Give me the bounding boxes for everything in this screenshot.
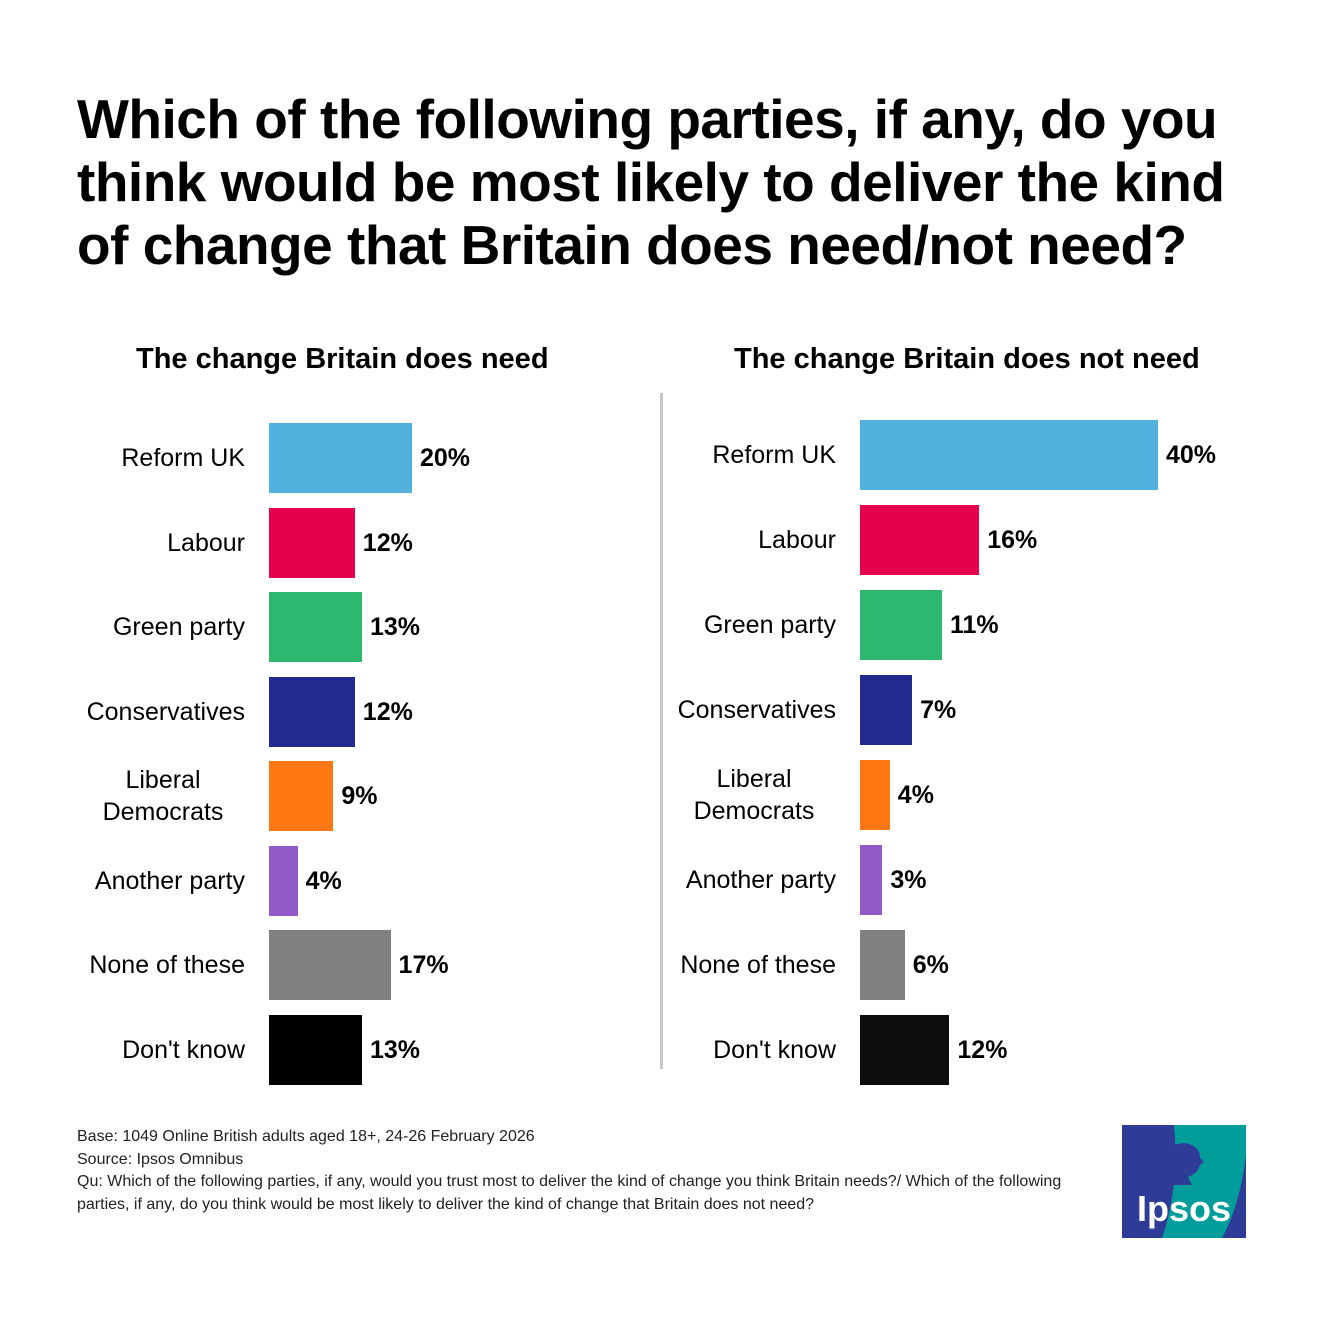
category-label: Reform UK [121, 444, 245, 472]
bar [269, 676, 355, 747]
footer-base: Base: 1049 Online British adults aged 18… [77, 1128, 535, 1145]
value-label: 12% [362, 697, 413, 726]
category-label: Another party [94, 866, 245, 895]
category-label: Liberal Democrats [693, 765, 815, 825]
value-label: 40% [1166, 441, 1217, 469]
category-label: Don't know [122, 1035, 245, 1064]
category-label: Liberal Democrats [102, 766, 224, 826]
value-label: 12% [362, 528, 413, 557]
footer-question: Qu: Which of the following parties, if a… [77, 1173, 1062, 1213]
footer-source: Source: Ipsos Omnibus [77, 1150, 244, 1168]
value-label: 13% [369, 613, 420, 641]
value-label: 6% [912, 951, 949, 979]
value-label: 11% [949, 611, 999, 639]
bar [860, 1015, 950, 1085]
category-label: Reform UK [712, 441, 836, 469]
chart-title: Which of the following parties, if any, … [77, 88, 1225, 276]
bar [860, 420, 1158, 490]
right-subtitle: The change Britain does not need [734, 343, 1200, 375]
category-label: None of these [680, 951, 836, 979]
panel-divider [660, 393, 663, 1069]
bar [860, 505, 980, 575]
bar [269, 423, 412, 493]
category-label: Don't know [713, 1036, 836, 1064]
value-label: 16% [987, 526, 1038, 554]
category-label: Conservatives [677, 696, 836, 724]
bar [269, 507, 355, 578]
bar [269, 592, 362, 662]
value-label: 20% [420, 444, 471, 472]
category-label: None of these [89, 951, 245, 979]
bar [860, 760, 890, 830]
bar [860, 845, 883, 915]
bar [860, 590, 942, 660]
bar [269, 1014, 362, 1085]
logo-text: Ipsos [1137, 1188, 1231, 1229]
bar [860, 675, 913, 745]
bar [860, 930, 905, 1000]
left-subtitle: The change Britain does need [136, 343, 549, 375]
ipsos-logo: Ipsos [1122, 1125, 1246, 1238]
value-label: 3% [890, 866, 927, 894]
value-label: 12% [957, 1036, 1008, 1064]
category-label: Green party [112, 613, 245, 641]
value-label: 4% [897, 781, 934, 809]
category-label: Conservatives [86, 697, 245, 726]
bar [269, 930, 391, 1000]
value-label: 17% [398, 951, 449, 979]
category-label: Green party [703, 611, 836, 639]
category-label: Labour [167, 528, 245, 557]
value-label: 7% [920, 696, 957, 724]
value-label: 13% [369, 1035, 420, 1064]
category-label: Labour [758, 526, 836, 554]
category-label: Another party [685, 866, 836, 894]
footer: Base: 1049 Online British adults aged 18… [77, 1126, 1097, 1216]
value-label: 4% [305, 866, 342, 895]
bar [269, 845, 298, 916]
value-label: 9% [341, 782, 378, 810]
bar [269, 761, 334, 831]
